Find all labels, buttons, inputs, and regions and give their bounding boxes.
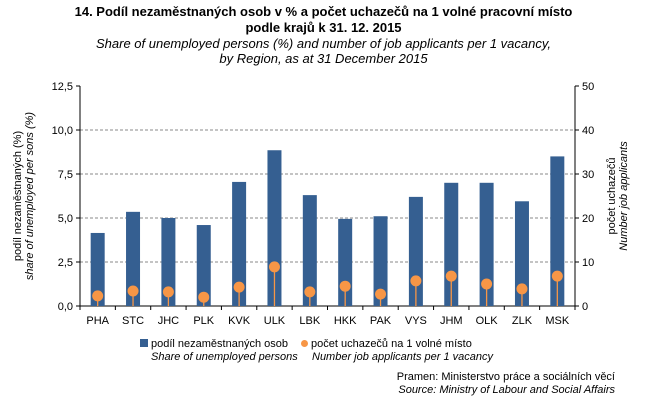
y2-tick-label: 50 [582,81,594,93]
x-tick-label: PHA [86,315,109,327]
dot-KVK [233,281,245,293]
bar-PLK [196,225,211,306]
bar-MSK [550,156,565,306]
dot-ULK [268,261,280,273]
bar-OLK [479,182,494,306]
legend-item-dots: počet uchazečů na 1 volné místo Number j… [301,338,493,364]
y2-tick-label: 10 [582,257,594,269]
x-tick-label: HKK [334,315,357,327]
x-tick-label: PLK [193,315,214,327]
x-tick-label: ULK [264,315,286,327]
dot-STC [127,285,139,297]
dot-ZLK [516,283,528,295]
dot-OLK [481,278,493,290]
y2-axis-label-en: Number job applicants [618,141,630,251]
dot-JHC [162,286,174,298]
bar-PHA [90,232,105,306]
source-cz: Pramen: Ministerstvo práce a sociálních … [396,371,615,383]
dot-PHA [92,290,104,302]
y-tick-label: 0,0 [58,301,73,313]
chart-subtitle-line2: by Region, as at 31 December 2015 [219,51,428,66]
bar-KVK [232,181,247,306]
chart-title-line2: podle krajů k 31. 12. 2015 [245,20,402,35]
y-tick-label: 5,0 [58,213,73,225]
bar-LBK [302,195,317,306]
y2-tick-label: 30 [582,169,594,181]
dot-LBK [304,286,316,298]
chart-subtitle: Share of unemployed persons (%) and numb… [95,36,552,51]
y2-tick-label: 0 [582,301,588,313]
chart-title: 14. Podíl nezaměstnaných osob v % a poče… [74,4,573,19]
y-tick-label: 12,5 [52,81,73,93]
dot-PLK [198,291,210,303]
x-tick-label: OLK [476,315,499,327]
dot-HKK [339,280,351,292]
y2-tick-label: 40 [582,125,594,137]
x-tick-label: STC [122,315,144,327]
bar-ZLK [514,201,529,306]
x-tick-label: VYS [405,315,427,327]
bar-PAK [373,216,388,306]
bar-JHC [161,218,176,306]
x-tick-label: LBK [299,315,320,327]
x-tick-label: PAK [370,315,392,327]
dot-VYS [410,275,422,287]
source-en: Source: Ministry of Labour and Social Af… [398,384,615,396]
x-tick-label: KVK [228,315,251,327]
y-tick-label: 7,5 [58,169,73,181]
y-axis-label: podíl nezaměstnaných (%) [12,131,24,261]
y2-tick-label: 20 [582,213,594,225]
x-tick-label: MSK [545,315,570,327]
y-tick-label: 10,0 [52,125,73,137]
y-tick-label: 2,5 [58,257,73,269]
x-tick-label: JHM [440,315,463,327]
dot-MSK [551,270,563,282]
x-tick-label: ZLK [512,315,533,327]
bar-STC [126,211,141,306]
x-tick-label: JHC [158,315,179,327]
dot-PAK [375,288,387,300]
y-axis-label-en: share of unemployed per sons (%) [24,112,36,280]
legend-item-bars: podíl nezaměstnaných osob Share of unemp… [140,338,298,364]
dot-JHM [445,270,457,282]
y2-axis-label: počet uchazečů [606,157,618,234]
